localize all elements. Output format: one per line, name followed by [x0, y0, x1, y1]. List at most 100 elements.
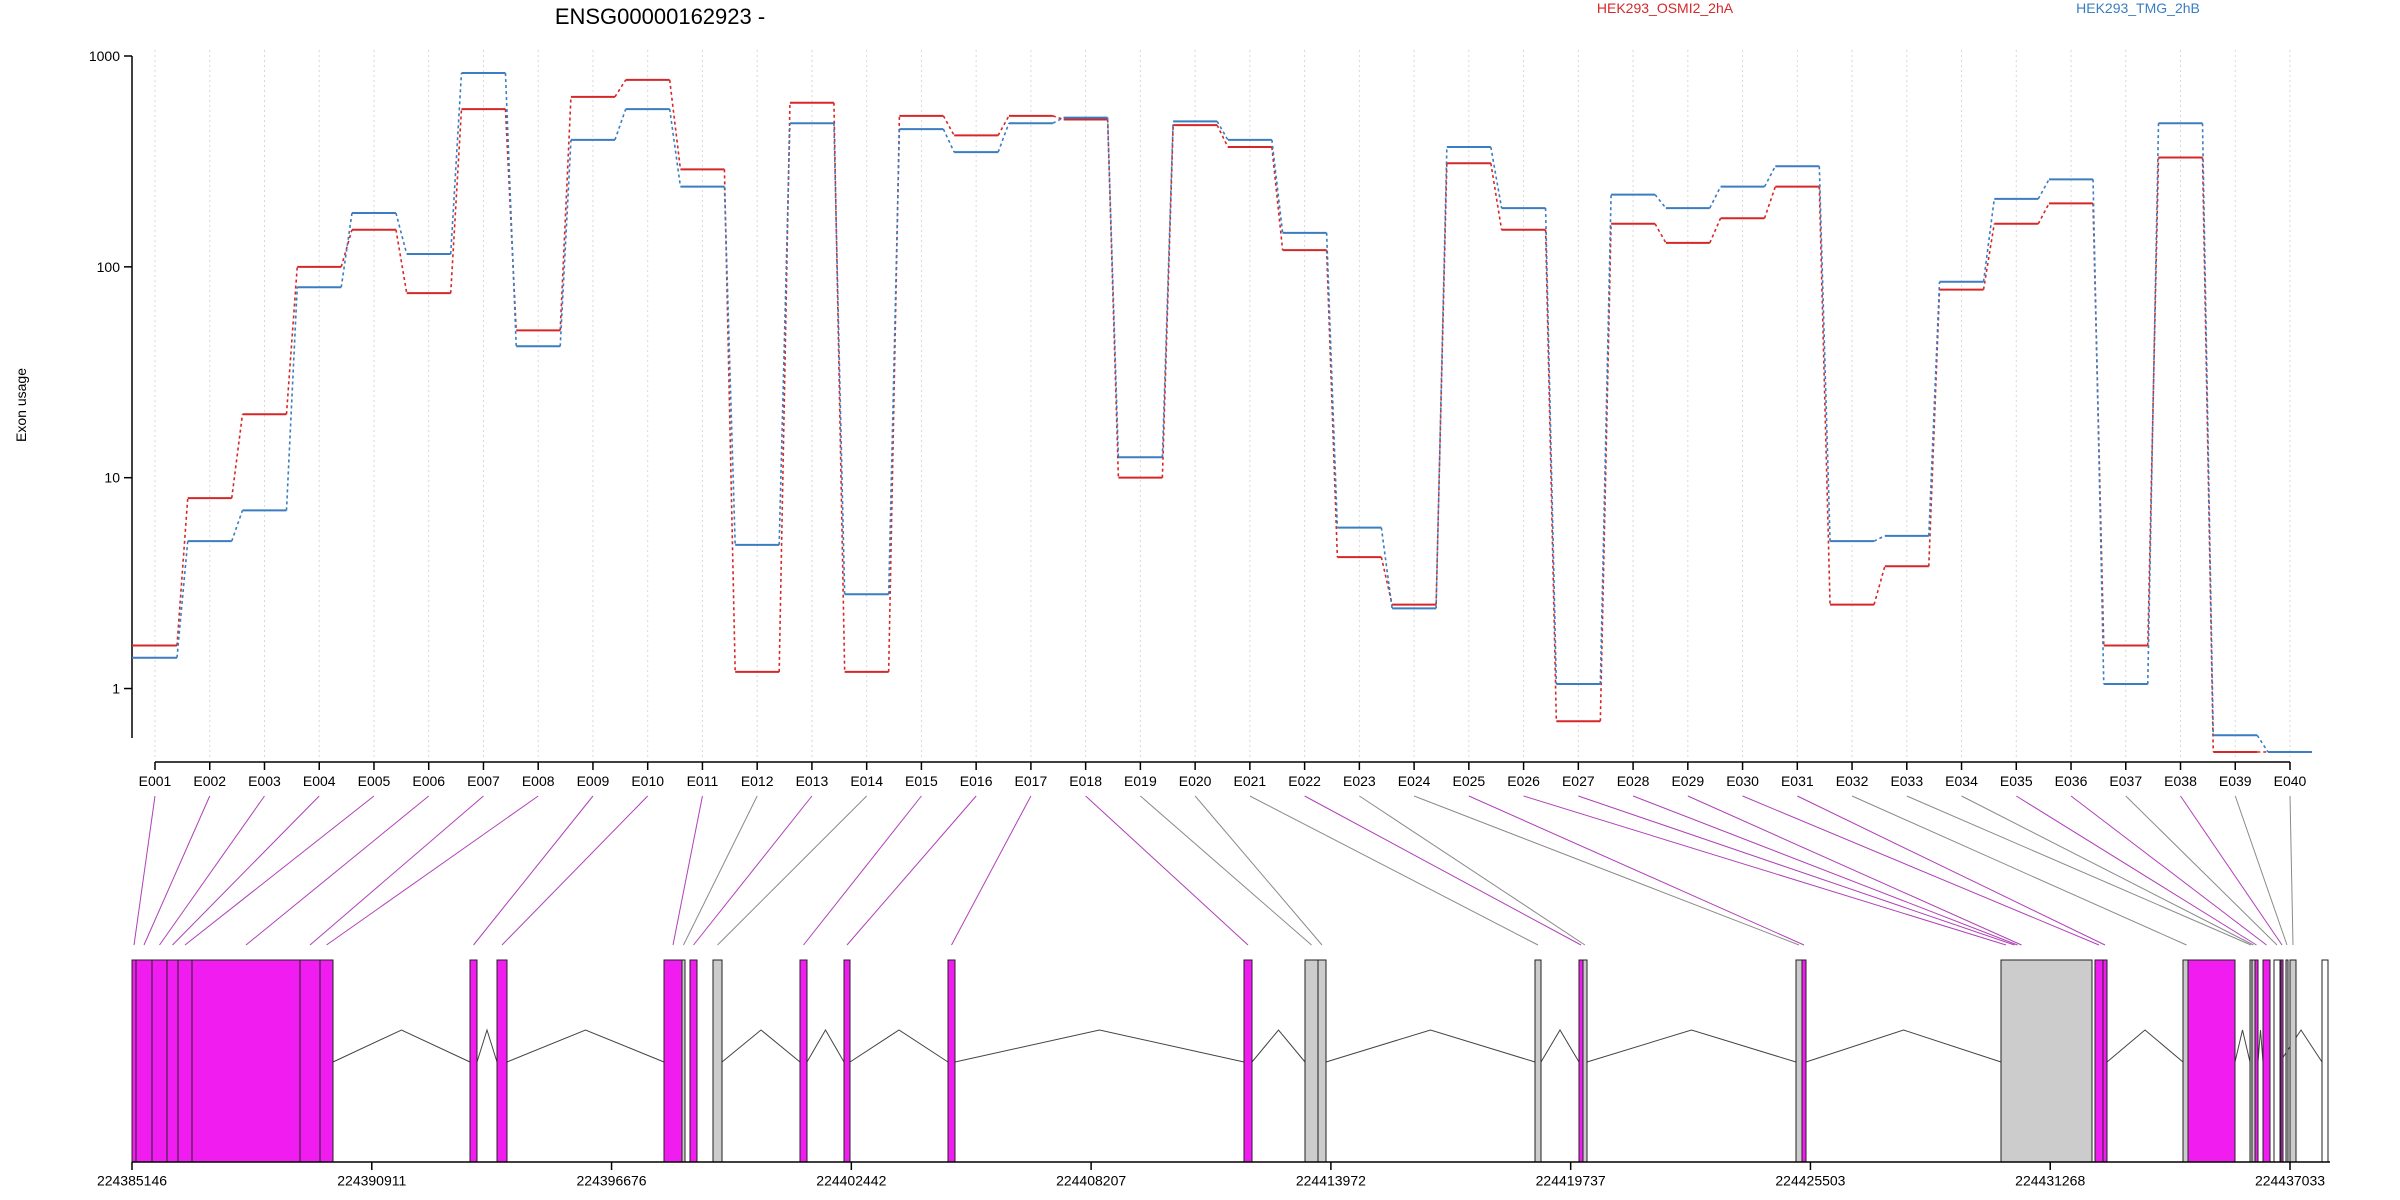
exon-box — [469, 959, 478, 1163]
transition-segment — [614, 108, 627, 141]
intron-line — [506, 1029, 665, 1063]
transition-segment — [285, 266, 299, 415]
exon-connector-line — [2234, 795, 2288, 946]
transition-segment — [997, 122, 1010, 153]
transition-segment — [997, 115, 1010, 136]
transition-segment — [340, 229, 353, 268]
chart-title: ENSG00000162923 - — [555, 4, 765, 29]
transition-segment — [559, 96, 572, 331]
gene-model — [131, 959, 2329, 1163]
transition-segment — [1106, 117, 1120, 458]
transition-segment — [887, 129, 901, 595]
x-tick-label: E026 — [1507, 773, 1540, 789]
transition-segment — [449, 73, 463, 255]
x-tick-label: E025 — [1452, 773, 1485, 789]
coord-tick-label: 224396676 — [577, 1172, 647, 1188]
transition-segment — [1325, 232, 1339, 528]
exon-connector-line — [143, 795, 211, 946]
y-tick-label: 100 — [97, 259, 121, 275]
exon-connector-line — [309, 795, 484, 946]
exon-box — [2187, 959, 2236, 1163]
exon-box — [1317, 959, 1327, 1163]
exon-connector-line — [1194, 795, 1323, 946]
transition-segment — [1271, 146, 1284, 251]
series-layer — [132, 72, 2312, 753]
exon-box — [319, 959, 334, 1163]
legend-series-b: HEK293_TMG_2hB — [2076, 0, 2200, 16]
exon-connectors — [133, 795, 2294, 946]
y-tick-label: 1000 — [89, 48, 120, 64]
transition-segment — [1709, 186, 1722, 209]
transition-segment — [1982, 223, 1996, 290]
coord-tick-label: 224413972 — [1296, 1172, 1366, 1188]
exon-connector-line — [1906, 795, 2252, 946]
transition-segment — [1380, 527, 1393, 609]
intron-line — [1540, 1029, 1580, 1063]
exon-connector-line — [1742, 795, 2100, 946]
transition-segment — [942, 128, 955, 153]
transition-segment — [1490, 146, 1503, 209]
exon-connector-line — [1851, 795, 2187, 946]
exon-connector-line — [326, 795, 539, 946]
intron-line — [2106, 1029, 2184, 1063]
coord-tick-label: 224425503 — [1775, 1172, 1845, 1188]
transition-segment — [559, 139, 572, 347]
exon-box — [2254, 959, 2259, 1163]
transition-segment — [395, 212, 408, 255]
exon-box — [2102, 959, 2108, 1163]
series-group — [132, 78, 2312, 753]
intron-line — [1586, 1029, 1797, 1063]
exon-connector-line — [133, 795, 156, 946]
transition-segment — [668, 79, 682, 170]
coord-tick-label: 224385146 — [97, 1172, 167, 1188]
exon-connector-line — [245, 795, 430, 946]
exon-box — [2321, 959, 2329, 1163]
exon-connector-line — [1797, 795, 2106, 946]
transition-segment — [942, 115, 955, 136]
intron-line — [2257, 1029, 2264, 1063]
x-tick-label: E039 — [2219, 773, 2252, 789]
transition-segment — [1161, 121, 1174, 458]
x-tick-label: E033 — [1890, 773, 1923, 789]
transition-segment — [778, 102, 791, 672]
exon-box — [135, 959, 153, 1163]
exon-connector-line — [1523, 795, 2007, 946]
transition-segment — [2037, 178, 2050, 200]
intron-line — [332, 1029, 471, 1063]
transition-segment — [176, 498, 189, 646]
exon-box — [2280, 959, 2284, 1163]
exon-connector-line — [717, 795, 868, 946]
transition-segment — [176, 541, 189, 658]
exon-box — [2273, 959, 2281, 1163]
exon-box — [1243, 959, 1253, 1163]
transition-segment — [2037, 203, 2050, 225]
transition-segment — [1325, 250, 1339, 558]
transition-segment — [1052, 116, 1065, 124]
x-tick-label: E034 — [1945, 773, 1978, 789]
exon-connector-line — [1468, 795, 1805, 946]
transition-segment — [1982, 198, 1996, 282]
exon-connector-line — [693, 795, 813, 946]
exon-box — [2094, 959, 2104, 1163]
transition-segment — [778, 123, 791, 545]
exon-connector-line — [1687, 795, 2022, 946]
intron-line — [1251, 1029, 1306, 1063]
transition-segment — [1763, 186, 1777, 219]
intron-line — [2234, 1029, 2251, 1063]
exon-connector-line — [846, 795, 977, 946]
x-tick-label: E036 — [2055, 773, 2088, 789]
x-tick-label: E004 — [303, 773, 336, 789]
transition-segment — [1380, 556, 1393, 605]
transition-segment — [1216, 124, 1229, 148]
y-tick-label: 1 — [112, 681, 120, 697]
transition-segment — [1435, 163, 1448, 605]
transition-segment — [723, 169, 736, 672]
x-tick-label: E007 — [467, 773, 500, 789]
coord-tick-label: 224390911 — [337, 1172, 406, 1188]
transition-segment — [449, 109, 463, 294]
exon-box — [1578, 959, 1584, 1163]
x-tick-label: E002 — [193, 773, 226, 789]
transition-segment — [2092, 179, 2105, 685]
x-tick-label: E022 — [1288, 773, 1321, 789]
